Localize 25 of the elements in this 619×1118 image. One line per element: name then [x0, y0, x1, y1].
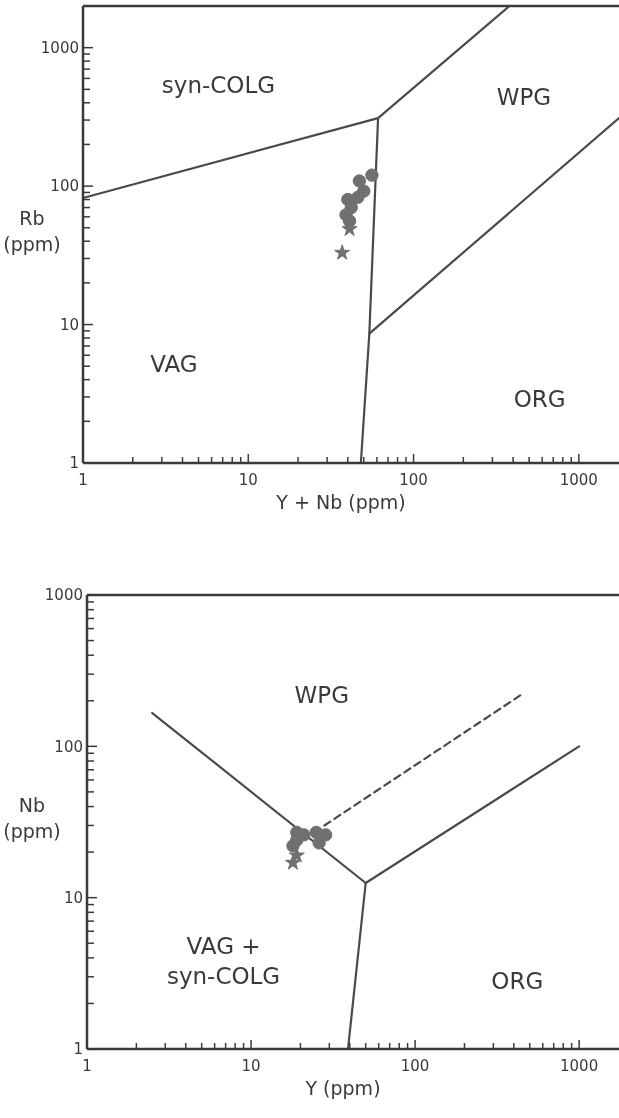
y-tick-label: 1	[73, 1040, 83, 1059]
y-axis-title: Nb (ppm)	[3, 794, 61, 842]
x-tick-label: 100	[399, 471, 428, 489]
y-tick-label: 100	[50, 177, 79, 196]
annotation: WPG	[496, 84, 552, 111]
x-axis-title: Y + Nb (ppm)	[275, 491, 406, 513]
y-tick-label: 10	[63, 888, 83, 907]
y-tick-label: 10	[59, 315, 79, 334]
x-tick-label: 100	[400, 1057, 430, 1075]
y-tick-label: 1	[69, 454, 79, 473]
annotation: VAG	[150, 350, 198, 377]
x-tick-label: 1000	[559, 471, 598, 489]
y-tick-label: 1000	[44, 586, 83, 605]
y-tick-label: 1000	[40, 38, 79, 57]
annotation: syn-COLG	[161, 71, 276, 98]
y-tick-label: 100	[54, 737, 83, 756]
annotation: ORG	[491, 968, 544, 995]
annotation: ORG	[513, 386, 566, 413]
x-axis-title: Y (ppm)	[304, 1077, 381, 1099]
annotation: WPG	[294, 681, 350, 708]
x-tick-label: 1000	[560, 1057, 599, 1075]
annotation: VAG + syn-COLG	[166, 933, 281, 990]
y-axis-title: Rb (ppm)	[3, 206, 61, 255]
x-tick-label: 10	[241, 1057, 261, 1075]
x-tick-label: 10	[238, 471, 258, 489]
